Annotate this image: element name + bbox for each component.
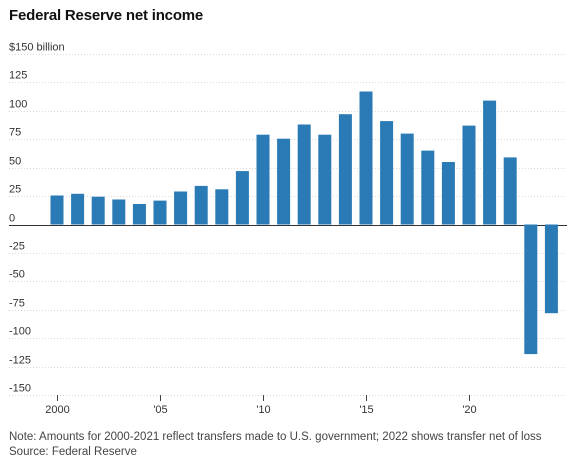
note-text: Note: Amounts for 2000-2021 reflect tran… xyxy=(9,431,542,443)
footnote: Note: Amounts for 2000-2021 reflect tran… xyxy=(9,430,541,460)
y-tick-label: 50 xyxy=(9,156,21,168)
y-tick-label: -75 xyxy=(9,298,25,310)
bar xyxy=(338,114,352,225)
bar xyxy=(112,199,126,225)
bar xyxy=(215,189,229,225)
y-axis-tick-labels: $150 billion 125 100 75 50 25 0 -25 -50 -75 -100 -1… xyxy=(9,42,65,395)
x-tick-label: '10 xyxy=(256,404,270,416)
bars xyxy=(50,91,558,355)
bar xyxy=(503,157,517,225)
bar xyxy=(544,224,558,314)
source-text: Source: Federal Reserve xyxy=(9,446,137,458)
y-tick-label: 25 xyxy=(9,184,21,196)
x-tick-label: '15 xyxy=(359,404,373,416)
bar xyxy=(380,121,394,225)
bar xyxy=(462,125,476,225)
bar xyxy=(359,91,373,225)
y-tick-label: -100 xyxy=(9,326,31,338)
bar xyxy=(153,200,167,225)
bar xyxy=(441,162,455,225)
bar xyxy=(297,124,311,225)
x-axis-ticks: 2000 '05 '10 '15 '20 xyxy=(45,395,477,416)
bar xyxy=(277,138,291,225)
bar xyxy=(50,195,64,225)
bar xyxy=(318,134,332,225)
bar xyxy=(483,100,497,225)
chart-title: Federal Reserve net income xyxy=(9,7,204,24)
x-tick-label: 2000 xyxy=(45,404,69,416)
y-tick-label: -125 xyxy=(9,355,31,367)
bar xyxy=(421,150,435,225)
y-tick-label: -150 xyxy=(9,383,31,395)
y-tick-label: -25 xyxy=(9,241,25,253)
bar xyxy=(71,193,85,225)
y-tick-label: -50 xyxy=(9,269,25,281)
y-tick-label: 125 xyxy=(9,70,27,82)
x-tick-label: '20 xyxy=(462,404,476,416)
x-tick-label: '05 xyxy=(153,404,167,416)
bar xyxy=(400,133,414,225)
bar xyxy=(194,185,208,225)
bar xyxy=(524,224,538,355)
bar xyxy=(91,196,105,225)
bar xyxy=(174,191,188,225)
y-tick-label: 100 xyxy=(9,99,27,111)
bar xyxy=(235,171,249,225)
bar xyxy=(256,134,270,225)
y-tick-label: 0 xyxy=(9,213,15,225)
bar xyxy=(132,204,146,225)
y-tick-label: $150 billion xyxy=(9,42,65,54)
y-tick-label: 75 xyxy=(9,127,21,139)
